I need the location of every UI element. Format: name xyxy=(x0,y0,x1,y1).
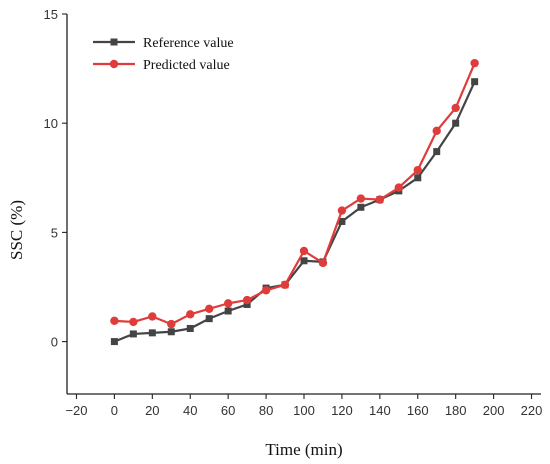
data-point xyxy=(243,300,251,308)
legend-item: Reference value xyxy=(93,36,234,51)
x-tick-label: 20 xyxy=(145,403,159,418)
data-point xyxy=(242,295,252,305)
y-tick-label: 5 xyxy=(51,225,58,240)
legend-item: Predicted value xyxy=(93,58,230,73)
x-tick-label: 60 xyxy=(221,403,235,418)
data-point xyxy=(148,329,156,337)
y-tick-label: 15 xyxy=(44,7,58,22)
series-predicted xyxy=(110,58,479,329)
x-tick-label: 140 xyxy=(369,403,391,418)
data-point xyxy=(299,246,309,256)
data-point xyxy=(318,258,328,268)
data-point xyxy=(375,195,385,204)
data-point xyxy=(300,257,308,265)
x-tick-label: 160 xyxy=(407,403,429,418)
x-tick-label: 220 xyxy=(521,403,543,418)
x-tick-label: 180 xyxy=(445,403,467,418)
y-axis-label: SSC (%) xyxy=(7,200,26,260)
data-point xyxy=(110,338,118,346)
x-tick-label: −20 xyxy=(65,403,87,418)
series-line xyxy=(114,62,476,326)
x-tick-label: 0 xyxy=(111,403,118,418)
data-point xyxy=(110,316,119,326)
data-point xyxy=(452,119,460,127)
data-point xyxy=(205,304,214,314)
x-tick-label: 40 xyxy=(183,403,197,418)
x-tick-label: 100 xyxy=(293,403,315,418)
y-tick-label: 0 xyxy=(51,335,58,350)
data-point xyxy=(394,183,403,192)
data-point xyxy=(224,307,232,315)
data-point xyxy=(432,126,441,136)
series-line xyxy=(113,81,476,343)
x-tick-label: 80 xyxy=(259,403,273,418)
x-axis-label: Time (min) xyxy=(265,440,342,459)
legend-label: Reference value xyxy=(143,36,234,51)
data-point xyxy=(357,203,365,211)
data-point xyxy=(338,217,346,225)
data-point xyxy=(186,324,194,332)
data-point xyxy=(205,315,213,323)
data-point xyxy=(129,330,137,338)
series-reference xyxy=(110,78,479,346)
x-tick-label: 120 xyxy=(331,403,353,418)
data-point xyxy=(414,174,422,182)
data-point xyxy=(337,206,347,215)
axes xyxy=(66,14,541,395)
data-point xyxy=(186,310,195,319)
legend-marker xyxy=(110,38,118,46)
data-point xyxy=(413,165,422,175)
data-point xyxy=(167,319,176,329)
data-point xyxy=(167,328,175,336)
y-tick-label: 10 xyxy=(44,116,58,131)
data-point xyxy=(451,103,460,113)
legend-label: Predicted value xyxy=(143,58,230,73)
data-point xyxy=(471,78,479,86)
data-point xyxy=(433,148,441,156)
legend: Reference value Predicted value xyxy=(93,36,234,73)
ticks: −20 0 20 40 60 80 100 120 140 160 180 200 220 0 5 10 15 xyxy=(44,7,543,418)
data-point xyxy=(280,280,290,290)
x-tick-label: 200 xyxy=(483,403,505,418)
data-point xyxy=(223,299,233,308)
data-point xyxy=(356,194,366,203)
series-group xyxy=(110,58,479,346)
data-point xyxy=(470,58,479,68)
data-point xyxy=(129,317,138,327)
data-point xyxy=(148,312,157,321)
data-point xyxy=(261,286,271,295)
legend-marker xyxy=(109,59,119,69)
